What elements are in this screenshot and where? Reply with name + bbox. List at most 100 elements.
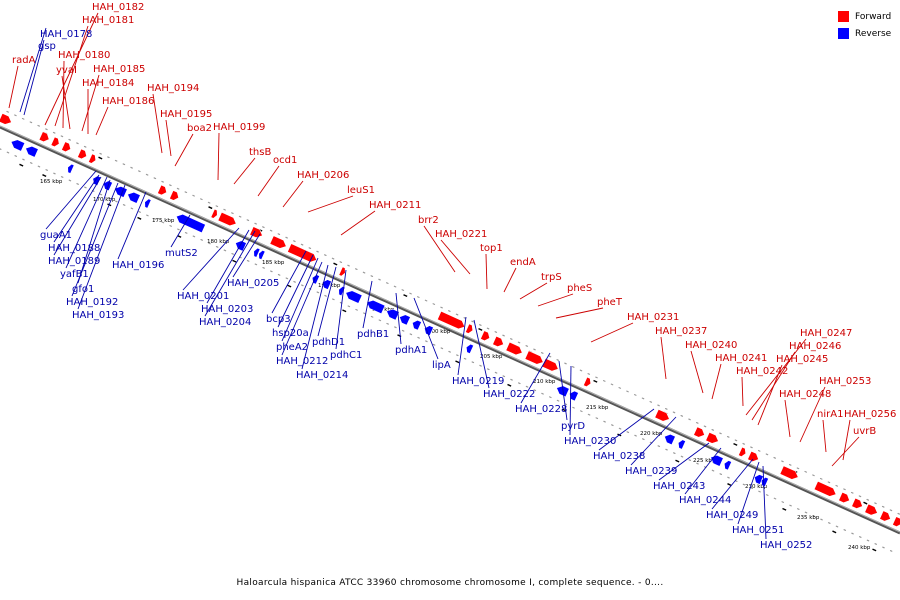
scale-label-12: 225 kbp — [693, 458, 716, 464]
reverse-label-29: HAH_0230 — [564, 436, 616, 447]
reverse-gene-27 — [723, 460, 732, 471]
scale-label-2: 175 kbp — [152, 218, 175, 224]
reverse-leader-19 — [301, 264, 329, 370]
forward-leader-10 — [174, 133, 194, 167]
forward-leader-20 — [503, 267, 517, 293]
forward-label-33: HAH_0253 — [819, 376, 871, 387]
reverse-leader-9 — [117, 191, 147, 260]
forward-gene-26 — [747, 450, 759, 462]
forward-label-32: HAH_0248 — [779, 389, 831, 400]
reverse-leader-15 — [271, 250, 307, 314]
forward-leader-12 — [233, 157, 256, 185]
reverse-label-1: gsp — [38, 41, 56, 52]
forward-gene-33 — [892, 516, 900, 527]
forward-gene-22 — [654, 408, 670, 422]
forward-gene-27 — [779, 465, 799, 480]
reverse-leader-27 — [520, 352, 551, 404]
forward-gene-11 — [269, 235, 287, 249]
forward-label-24: HAH_0231 — [627, 312, 679, 323]
reverse-label-0: HAH_0178 — [40, 29, 92, 40]
forward-label-20: endA — [510, 257, 536, 268]
forward-gene-13 — [338, 266, 346, 277]
reverse-leader-33 — [684, 447, 722, 495]
tick-mark-14 — [727, 483, 732, 486]
forward-label-11: HAH_0199 — [213, 122, 265, 133]
reverse-leader-3 — [53, 174, 100, 243]
reverse-leader-2 — [45, 170, 97, 230]
tick-mark-top-5 — [403, 294, 408, 298]
forward-leader-5 — [81, 74, 100, 132]
reverse-leader-36 — [762, 465, 767, 540]
legend-item-forward: Forward — [838, 9, 891, 24]
tick-mark-17 — [872, 548, 877, 552]
reverse-gene-5 — [114, 186, 128, 198]
reverse-leader-8 — [77, 184, 126, 310]
forward-label-25: HAH_0237 — [655, 326, 707, 337]
tick-mark-10 — [507, 383, 512, 387]
reverse-label-2: guaA1 — [40, 230, 72, 241]
forward-leader-4 — [61, 75, 71, 130]
backbone-line — [0, 125, 900, 535]
forward-leader-8 — [152, 93, 163, 154]
reverse-leader-12 — [206, 229, 250, 304]
reverse-label-27: HAH_0228 — [515, 404, 567, 415]
legend-label-forward: Forward — [855, 11, 892, 22]
reverse-label-33: HAH_0244 — [679, 495, 731, 506]
reverse-leader-4 — [53, 176, 102, 256]
reverse-label-13: HAH_0204 — [199, 317, 251, 328]
forward-gene-18 — [505, 341, 523, 356]
forward-gene-1 — [38, 131, 50, 143]
reverse-label-30: HAH_0238 — [593, 451, 645, 462]
reverse-label-5: yafB1 — [60, 269, 89, 280]
reverse-leader-17 — [281, 257, 319, 342]
reverse-gene-25 — [677, 439, 686, 450]
reverse-label-22: pdhB1 — [357, 329, 389, 340]
forward-label-30: HAH_0246 — [789, 341, 841, 352]
forward-label-7: HAH_0186 — [102, 96, 154, 107]
scale-label-14: 235 kbp — [797, 515, 820, 521]
forward-leader-28 — [741, 376, 744, 407]
reverse-label-35: HAH_0251 — [732, 525, 784, 536]
reverse-leader-22 — [362, 280, 373, 329]
forward-label-18: HAH_0221 — [435, 229, 487, 240]
reverse-gene-26 — [710, 454, 724, 467]
reverse-leader-6 — [77, 179, 111, 284]
forward-gene-15 — [465, 323, 474, 334]
forward-label-31: HAH_0245 — [776, 354, 828, 365]
forward-leader-19 — [485, 253, 488, 290]
reverse-leader-31 — [630, 416, 677, 466]
forward-label-26: HAH_0240 — [685, 340, 737, 351]
reverse-label-12: HAH_0203 — [201, 304, 253, 315]
reverse-label-21: pdhC1 — [330, 350, 362, 361]
forward-label-21: trpS — [541, 272, 562, 283]
forward-label-1: HAH_0182 — [92, 2, 144, 13]
forward-label-4: yvaI — [56, 65, 77, 76]
forward-gene-17 — [492, 335, 504, 347]
reverse-gene-19 — [412, 319, 422, 331]
reverse-label-32: HAH_0243 — [653, 481, 705, 492]
forward-label-2: HAH_0181 — [82, 15, 134, 26]
forward-leader-24 — [590, 322, 634, 343]
reverse-label-34: HAH_0249 — [706, 510, 758, 521]
tick-mark-top-1 — [98, 156, 103, 160]
reverse-label-18: HAH_0212 — [276, 356, 328, 367]
reverse-leader-14 — [232, 233, 261, 278]
forward-gene-4 — [77, 148, 87, 160]
forward-leader-1 — [44, 12, 99, 126]
reverse-label-11: HAH_0201 — [177, 291, 229, 302]
reverse-leader-24 — [413, 297, 439, 360]
reverse-gene-12 — [311, 274, 320, 285]
forward-leader-17 — [423, 225, 456, 273]
reverse-label-7: HAH_0192 — [66, 297, 118, 308]
forward-gene-2 — [50, 136, 60, 148]
reverse-label-31: HAH_0239 — [625, 466, 677, 477]
reverse-gene-1 — [25, 145, 39, 158]
reverse-gene-20 — [424, 325, 434, 336]
reverse-label-23: pdhA1 — [395, 345, 427, 356]
reverse-gene-15 — [345, 290, 363, 304]
forward-gene-0 — [0, 112, 12, 125]
reverse-gene-2 — [67, 163, 75, 174]
reverse-label-16: hsp20a — [272, 328, 309, 339]
scale-label-15: 240 kbp — [848, 545, 871, 551]
tick-mark-5 — [232, 259, 237, 263]
